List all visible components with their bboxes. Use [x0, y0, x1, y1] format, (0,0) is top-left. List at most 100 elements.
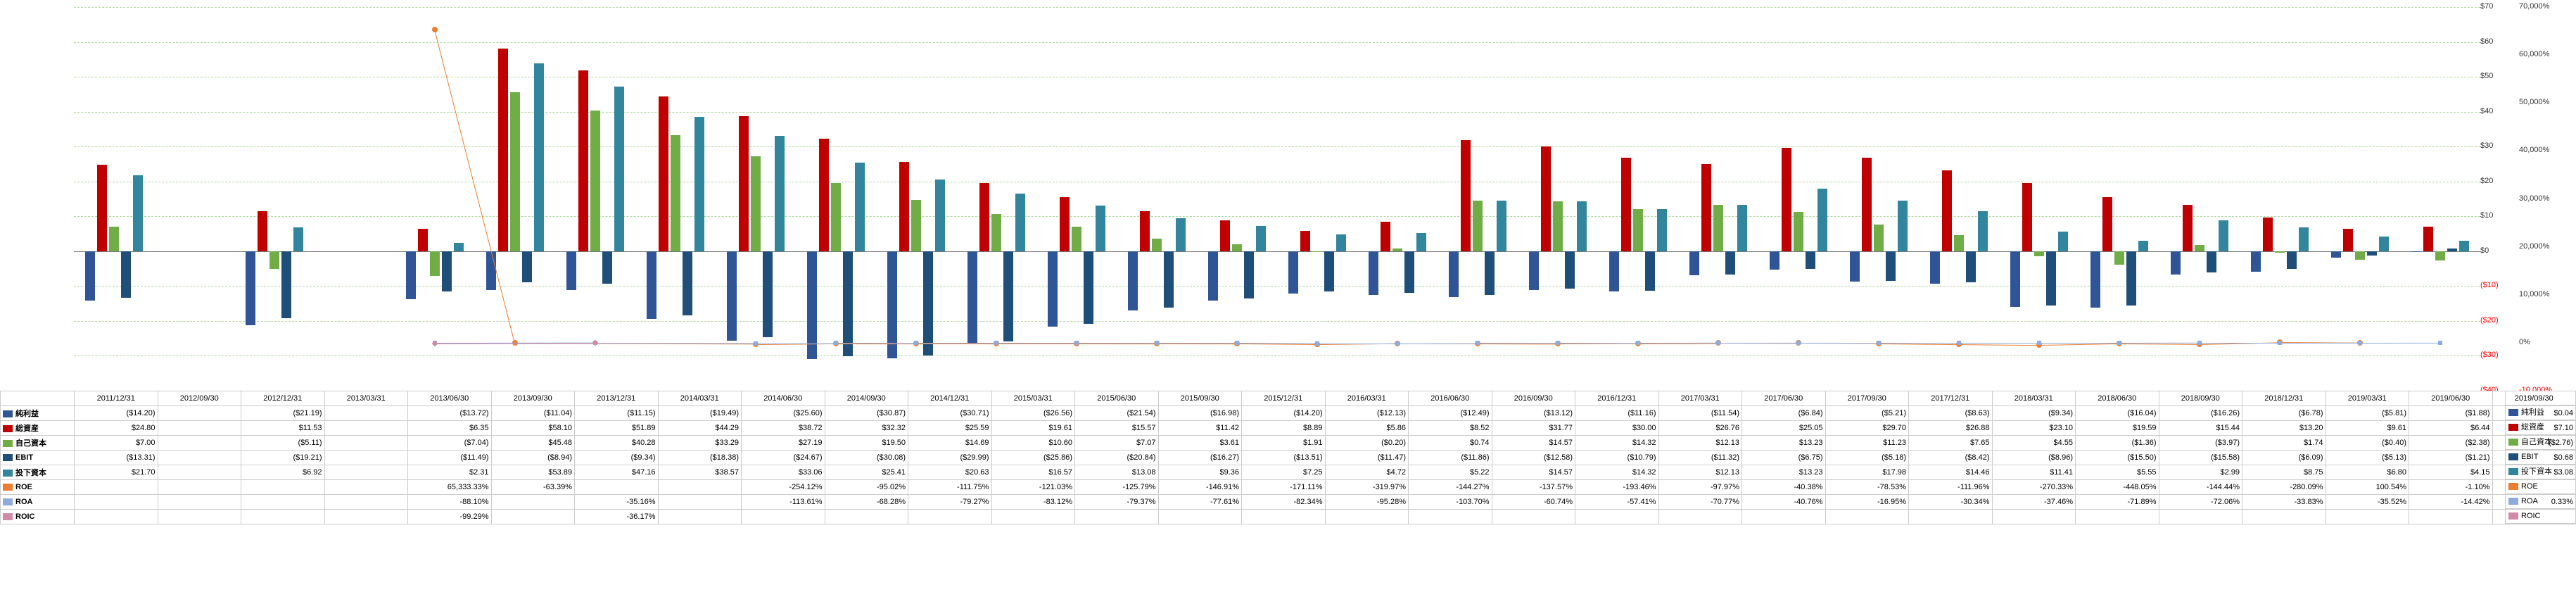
cell: $4.55 [1992, 436, 2076, 451]
cell: -68.28% [825, 495, 908, 510]
y-right-tick-label: 50,000% [2519, 98, 2549, 106]
cell: -60.74% [1492, 495, 1575, 510]
bar-invested_capital [775, 136, 785, 251]
bar-equity [1152, 239, 1162, 251]
y-left-tick-label: $60 [2480, 37, 2493, 46]
bar-invested_capital [2138, 241, 2148, 251]
cell: $29.70 [1825, 421, 1909, 436]
cell: -40.76% [1742, 495, 1826, 510]
cell [324, 436, 408, 451]
cell: $25.41 [825, 465, 908, 480]
cell: ($5.11) [241, 436, 325, 451]
cell: ($30.08) [825, 451, 908, 465]
cell: -88.10% [408, 495, 492, 510]
cell: -16.95% [1825, 495, 1909, 510]
cell: -137.57% [1492, 480, 1575, 495]
cell: ($1.88) [2409, 406, 2493, 421]
cell: ($13.51) [1242, 451, 1326, 465]
col-header: 2013/06/30 [408, 391, 492, 406]
cell: $9.61 [2326, 421, 2409, 436]
y-right-tick-label: 40,000% [2519, 146, 2549, 154]
col-header: 2015/12/31 [1242, 391, 1326, 406]
bar-total_assets [1942, 170, 1952, 251]
cell: ($14.20) [75, 406, 158, 421]
bar-equity [269, 251, 279, 269]
bar-net_income [967, 251, 977, 344]
legend-net_income: 純利益 [2505, 405, 2576, 420]
cell: $11.42 [1158, 421, 1242, 436]
cell: ($6.78) [2242, 406, 2326, 421]
y-right-tick-label: 0% [2519, 338, 2530, 346]
bar-total_assets [1381, 222, 1390, 251]
bar-total_assets [1701, 164, 1711, 251]
bar-total_assets [2423, 227, 2433, 251]
cell: $7.65 [1909, 436, 1993, 451]
col-header: 2018/06/30 [2076, 391, 2159, 406]
cell [908, 510, 992, 524]
bar-total_assets [2102, 197, 2112, 251]
bar-invested_capital [454, 243, 464, 251]
cell: ($11.16) [1575, 406, 1659, 421]
cell: -270.33% [1992, 480, 2076, 495]
cell: $8.75 [2242, 465, 2326, 480]
cell: $2.31 [408, 465, 492, 480]
cell: ($24.67) [742, 451, 825, 465]
cell: $14.32 [1575, 436, 1659, 451]
cell: $15.44 [2159, 421, 2242, 436]
cell [75, 510, 158, 524]
bar-equity [671, 135, 680, 251]
bar-equity [2435, 251, 2445, 261]
cell: -79.27% [908, 495, 992, 510]
cell: $21.70 [75, 465, 158, 480]
cell: $33.06 [742, 465, 825, 480]
bar-equity [1473, 201, 1483, 251]
y-left-tick-label: $20 [2480, 177, 2493, 185]
cell: $58.10 [491, 421, 575, 436]
bar-total_assets [1541, 146, 1551, 251]
cell: ($7.04) [408, 436, 492, 451]
y-left-tick-label: $70 [2480, 2, 2493, 11]
cell: $38.57 [658, 465, 742, 480]
y-right-tick-label: 60,000% [2519, 50, 2549, 58]
cell: -111.96% [1909, 480, 1993, 495]
cell: -57.41% [1575, 495, 1659, 510]
bar-equity [2275, 251, 2285, 253]
bar-net_income [1930, 251, 1940, 284]
bar-equity [2034, 251, 2044, 256]
cell: ($6.75) [1742, 451, 1826, 465]
cell: $7.00 [75, 436, 158, 451]
gridline [74, 7, 2480, 8]
cell: ($15.50) [2076, 451, 2159, 465]
bar-ebit [522, 251, 532, 282]
bar-total_assets [1300, 231, 1310, 251]
cell: $16.57 [991, 465, 1075, 480]
bar-total_assets [578, 70, 588, 251]
cell: $53.89 [491, 465, 575, 480]
col-header: 2013/09/30 [491, 391, 575, 406]
cell [324, 451, 408, 465]
cell: $11.53 [241, 421, 325, 436]
cell: $0.74 [1409, 436, 1492, 451]
cell: $25.05 [1742, 421, 1826, 436]
y-left-tick-label: ($30) [2480, 351, 2499, 359]
bar-total_assets [97, 165, 107, 251]
cell: ($5.81) [2326, 406, 2409, 421]
cell: $26.76 [1658, 421, 1742, 436]
legend-roe: ROE [2505, 479, 2576, 494]
cell: $9.36 [1158, 465, 1242, 480]
cell: -103.70% [1409, 495, 1492, 510]
cell [75, 495, 158, 510]
cell: $3.61 [1158, 436, 1242, 451]
bar-ebit [121, 251, 131, 298]
cell: $8.89 [1242, 421, 1326, 436]
bar-ebit [2126, 251, 2136, 306]
bar-net_income [1529, 251, 1539, 290]
bar-ebit [2207, 251, 2216, 272]
cell: -254.12% [742, 480, 825, 495]
bar-invested_capital [1416, 233, 1426, 251]
bar-invested_capital [534, 63, 544, 251]
bar-invested_capital [694, 117, 704, 251]
bar-net_income [1048, 251, 1058, 327]
cell: $13.23 [1742, 465, 1826, 480]
cell: $1.91 [1242, 436, 1326, 451]
